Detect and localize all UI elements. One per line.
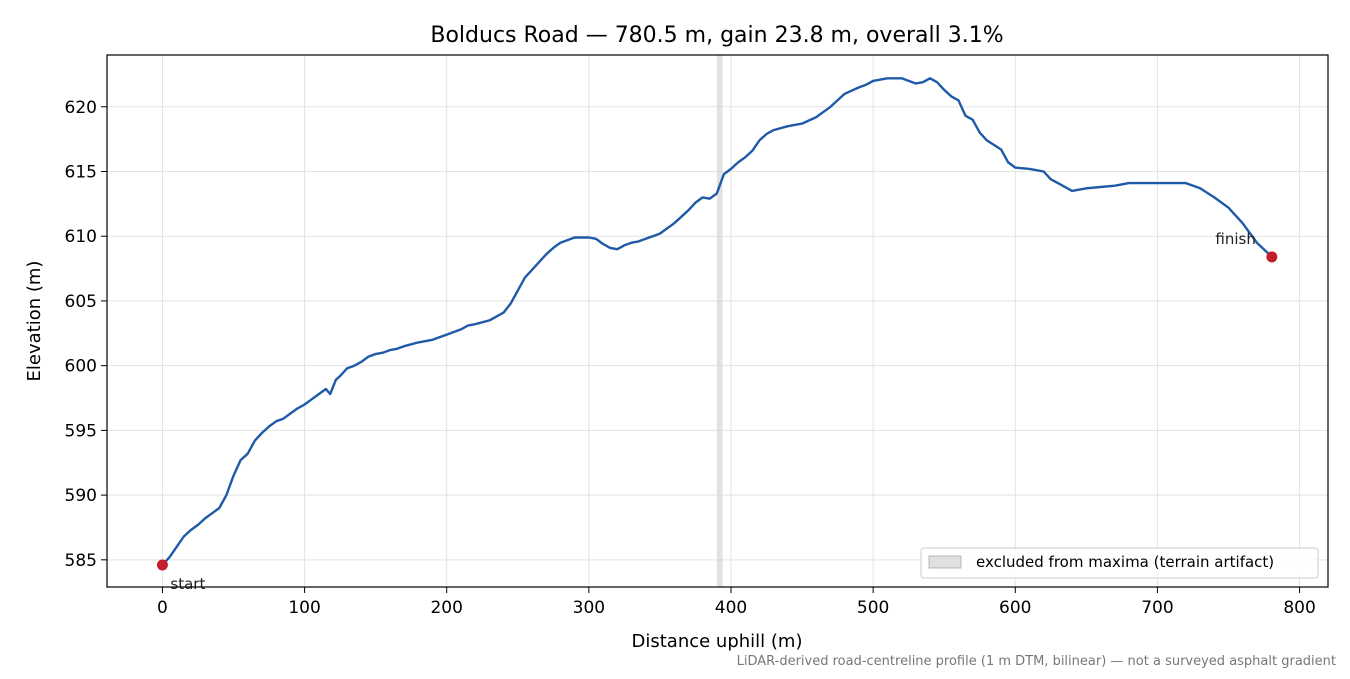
excluded-band — [716, 55, 723, 587]
x-tick-label: 800 — [1283, 598, 1315, 618]
start-marker — [156, 559, 168, 571]
marker-layer: start finish — [156, 230, 1278, 593]
x-tick-label: 300 — [573, 598, 605, 618]
y-tick-label: 610 — [65, 227, 97, 247]
y-tick-label: 615 — [65, 162, 97, 182]
x-tick-label: 200 — [430, 598, 462, 618]
finish-marker — [1266, 251, 1278, 263]
x-axis-label: Distance uphill (m) — [632, 631, 803, 652]
axis-ticks: 0 100 200 300 400 500 600 700 800 585 590 595 600 605… — [65, 98, 1316, 618]
finish-label: finish — [1215, 230, 1255, 248]
x-tick-label: 400 — [715, 598, 747, 618]
x-tick-label: 700 — [1141, 598, 1173, 618]
x-tick-label: 600 — [999, 598, 1031, 618]
legend-swatch-excluded — [928, 555, 962, 569]
x-tick-label: 0 — [157, 598, 168, 618]
y-tick-label: 605 — [65, 292, 97, 312]
elevation-line — [161, 77, 1274, 567]
footnote: LiDAR-derived road-centreline profile (1… — [737, 654, 1336, 669]
y-tick-label: 600 — [65, 357, 97, 377]
y-tick-label: 620 — [65, 98, 97, 118]
y-tick-label: 590 — [65, 486, 97, 506]
series-layer — [161, 77, 1274, 567]
y-tick-label: 585 — [65, 551, 97, 571]
y-tick-label: 595 — [65, 421, 97, 441]
legend: excluded from maxima (terrain artifact) — [920, 547, 1319, 579]
y-axis-label: Elevation (m) — [24, 261, 45, 382]
excluded-band-layer — [716, 55, 723, 587]
legend-label-excluded: excluded from maxima (terrain artifact) — [976, 553, 1274, 571]
x-tick-label: 100 — [288, 598, 320, 618]
start-label: start — [170, 575, 205, 593]
legend-box — [920, 547, 1319, 579]
x-tick-label: 500 — [857, 598, 889, 618]
plot-frame — [106, 54, 1329, 588]
chart-title: Bolducs Road — 780.5 m, gain 23.8 m, ove… — [430, 23, 1003, 48]
